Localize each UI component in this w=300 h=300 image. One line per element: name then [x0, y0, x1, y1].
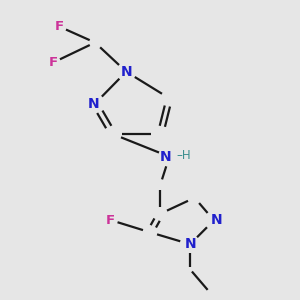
- Text: N: N: [184, 237, 196, 251]
- Text: F: F: [55, 20, 64, 33]
- Text: N: N: [88, 97, 99, 111]
- Text: N: N: [211, 213, 223, 227]
- Text: N: N: [120, 65, 132, 79]
- Text: –H: –H: [176, 149, 191, 162]
- Text: F: F: [49, 56, 58, 69]
- Text: N: N: [160, 150, 172, 164]
- Text: F: F: [105, 214, 114, 227]
